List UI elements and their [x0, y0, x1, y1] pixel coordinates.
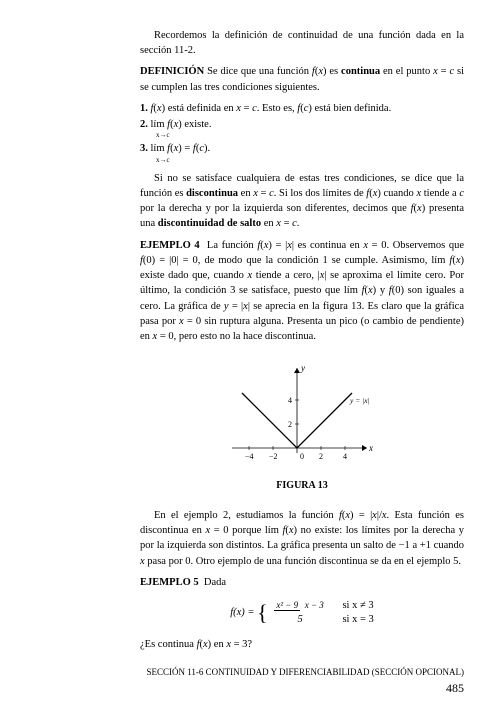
para-discontinuity: Si no se satisface cualquiera de estas t… — [140, 171, 464, 232]
para-recall: Recordemos la definición de continuidad … — [140, 28, 464, 58]
xtick-neg4: −4 — [245, 452, 254, 461]
condition-2: 2. lím f(x) existe. x→c — [140, 117, 464, 140]
xtick-neg2: −2 — [269, 452, 278, 461]
piecewise-lhs: f(x) = — [230, 607, 257, 618]
axis-y-label: y — [300, 363, 305, 373]
axis-x-label: x — [368, 443, 373, 453]
page-footer: SECCIÓN 11-6 CONTINUIDAD Y DIFERENCIABIL… — [140, 666, 464, 696]
frac-den: x − 3 — [303, 600, 326, 610]
figure-13: −4 −2 0 2 4 2 4 y x y = |x| — [140, 358, 464, 473]
example-5-intro: EJEMPLO 5 Dada — [140, 575, 464, 590]
xtick-4: 4 — [343, 452, 347, 461]
ytick-4: 4 — [288, 396, 292, 405]
ej5-label: EJEMPLO 5 — [140, 577, 199, 588]
conditions-list: 1. f(x) está definida en x = c. Esto es,… — [140, 101, 464, 165]
xtick-0: 0 — [300, 452, 304, 461]
piecewise-fraction: x² − 9 x − 3 — [274, 599, 325, 613]
plot-legend: y = |x| — [349, 396, 370, 405]
def-label: DEFINICIÓN — [140, 66, 204, 77]
condition-1: 1. f(x) está definida en x = c. Esto es,… — [140, 101, 464, 116]
piecewise-bottom-val: 5 — [274, 613, 325, 627]
xtick-2: 2 — [319, 452, 323, 461]
para-example2-ref: En el ejemplo 2, estudiamos la función f… — [140, 508, 464, 569]
piecewise-bot-cond: si x = 3 — [342, 613, 373, 627]
ej5-dada: Dada — [204, 577, 226, 588]
limit-sub-2: x→c — [156, 130, 464, 140]
piecewise-function: f(x) = { x² − 9 x − 3 5 si x ≠ 3 si x = … — [140, 598, 464, 627]
frac-num: x² − 9 — [274, 600, 300, 611]
piecewise-top-cond: si x ≠ 3 — [342, 599, 373, 613]
left-brace-icon: { — [257, 602, 268, 624]
footer-section: SECCIÓN 11-6 CONTINUIDAD Y DIFERENCIABIL… — [147, 667, 464, 677]
abs-value-plot: −4 −2 0 2 4 2 4 y x y = |x| — [217, 358, 387, 468]
limit-sub-3: x→c — [156, 155, 464, 165]
page-number: 485 — [446, 681, 464, 695]
figure-caption: FIGURA 13 — [140, 479, 464, 494]
example-4: EJEMPLO 4 La función f(x) = |x| es conti… — [140, 238, 464, 345]
condition-3: 3. lím f(x) = f(c). x→c — [140, 141, 464, 164]
definition-block: DEFINICIÓN Se dice que una función f(x) … — [140, 64, 464, 94]
ytick-2: 2 — [288, 420, 292, 429]
ej4-label: EJEMPLO 4 — [140, 240, 200, 251]
question: ¿Es continua f(x) en x = 3? — [140, 637, 464, 652]
